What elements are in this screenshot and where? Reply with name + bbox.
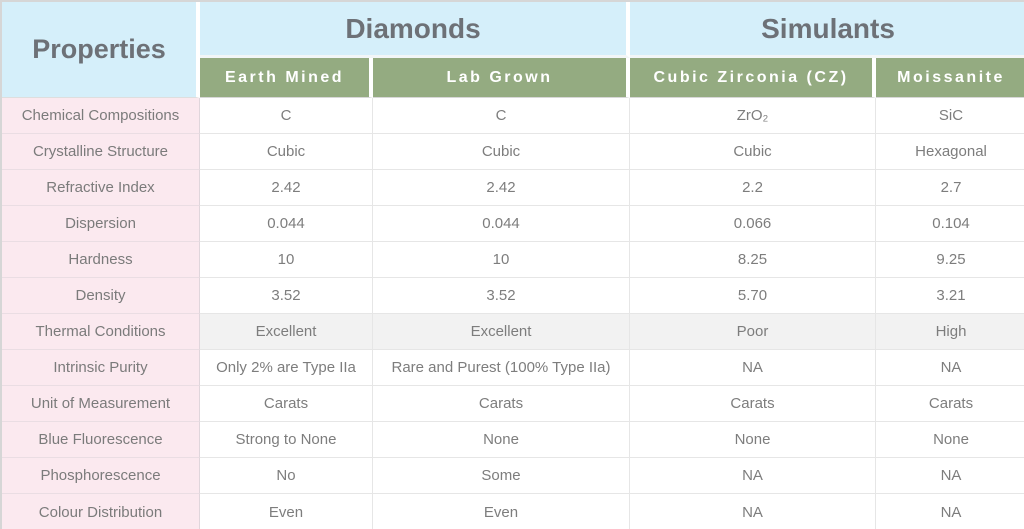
value-cell: Hexagonal [876,134,1024,170]
property-label-cell: Dispersion [2,206,200,242]
column-header-moissanite: Moissanite [876,58,1024,98]
value-cell: 2.42 [373,170,631,206]
value-cell: NA [630,458,877,494]
table-row: Crystalline Structure Cubic Cubic Cubic … [2,134,1024,170]
value-cell: No [200,458,373,494]
value-cell: 5.70 [630,278,877,314]
value-cell: 9.25 [876,242,1024,278]
value-cell: 3.21 [876,278,1024,314]
table-row: Colour Distribution Even Even NA NA [2,494,1024,529]
property-label-cell: Thermal Conditions [2,314,200,350]
value-cell: Even [200,494,373,529]
value-cell: 2.7 [876,170,1024,206]
value-cell: SiC [876,98,1024,134]
value-cell: Excellent [200,314,373,350]
value-cell: Even [373,494,631,529]
value-cell: Poor [630,314,877,350]
table-row: Density 3.52 3.52 5.70 3.21 [2,278,1024,314]
property-label-cell: Hardness [2,242,200,278]
table-row: Blue Fluorescence Strong to None None No… [2,422,1024,458]
column-header-earth-mined: Earth Mined [200,58,373,98]
value-cell: Excellent [373,314,631,350]
value-cell: 0.104 [876,206,1024,242]
property-label-cell: Refractive Index [2,170,200,206]
value-cell: Carats [630,386,877,422]
value-cell: 10 [373,242,631,278]
property-label-cell: Chemical Compositions [2,98,200,134]
value-cell: Cubic [200,134,373,170]
value-cell: 0.044 [373,206,631,242]
value-cell: Only 2% are Type IIa [200,350,373,386]
column-header-lab-grown: Lab Grown [373,58,631,98]
value-cell: Cubic [630,134,877,170]
value-cell: None [630,422,877,458]
properties-header-cell: Properties [2,2,200,98]
value-cell: C [373,98,631,134]
table-row: Hardness 10 10 8.25 9.25 [2,242,1024,278]
value-cell: 0.044 [200,206,373,242]
value-cell: 10 [200,242,373,278]
property-label-cell: Crystalline Structure [2,134,200,170]
value-cell: Some [373,458,631,494]
value-cell: Cubic [373,134,631,170]
value-cell: None [876,422,1024,458]
property-label-cell: Density [2,278,200,314]
value-cell: NA [876,350,1024,386]
table-row: Intrinsic Purity Only 2% are Type IIa Ra… [2,350,1024,386]
table-row: Refractive Index 2.42 2.42 2.2 2.7 [2,170,1024,206]
value-cell: 3.52 [200,278,373,314]
property-label-cell: Blue Fluorescence [2,422,200,458]
value-cell: NA [630,350,877,386]
property-label-cell: Colour Distribution [2,494,200,529]
table-row: Phosphorescence No Some NA NA [2,458,1024,494]
column-header-cubic-zirconia: Cubic Zirconia (CZ) [630,58,877,98]
value-cell: 3.52 [373,278,631,314]
value-cell: 8.25 [630,242,877,278]
table-row: Unit of Measurement Carats Carats Carats… [2,386,1024,422]
value-cell: Carats [373,386,631,422]
value-cell: 2.42 [200,170,373,206]
value-cell: Strong to None [200,422,373,458]
value-cell: Rare and Purest (100% Type IIa) [373,350,631,386]
property-label-cell: Phosphorescence [2,458,200,494]
value-cell: NA [876,458,1024,494]
table-row-highlighted: Thermal Conditions Excellent Excellent P… [2,314,1024,350]
value-cell: None [373,422,631,458]
value-cell: Carats [200,386,373,422]
property-label-cell: Intrinsic Purity [2,350,200,386]
value-cell: NA [876,494,1024,529]
value-cell: ZrO₂ [630,98,877,134]
group-header-simulants: Simulants [630,2,1024,58]
value-cell: 2.2 [630,170,877,206]
group-header-diamonds: Diamonds [200,2,631,58]
value-cell: High [876,314,1024,350]
table-row: Dispersion 0.044 0.044 0.066 0.104 [2,206,1024,242]
value-cell: Carats [876,386,1024,422]
property-label-cell: Unit of Measurement [2,386,200,422]
table-row: Chemical Compositions C C ZrO₂ SiC [2,98,1024,134]
value-cell: 0.066 [630,206,877,242]
value-cell: NA [630,494,877,529]
value-cell: C [200,98,373,134]
